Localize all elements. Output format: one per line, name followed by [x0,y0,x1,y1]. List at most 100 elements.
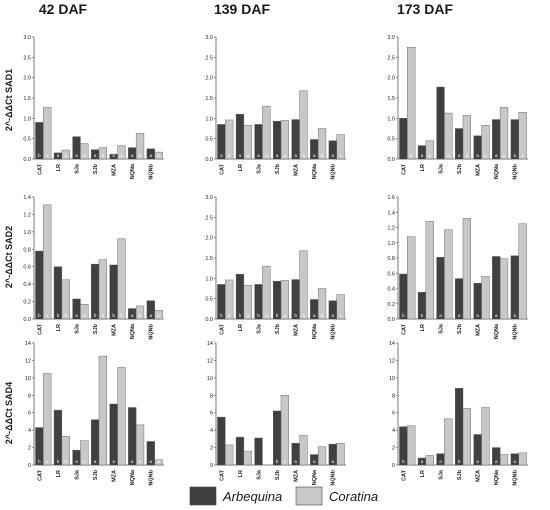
legend-label-arbequina: Arbequina [222,489,282,504]
category-label: SJb [275,163,281,174]
bar-coratina [317,288,327,320]
significance-label: a [276,153,279,158]
bar-coratina [243,450,252,466]
significance-label: c [46,313,49,318]
significance-label: a [428,153,431,158]
bar-coratina [481,407,490,466]
y-tick-label: 6 [210,411,213,417]
y-tick-label: 1.0 [387,241,395,247]
significance-label: a [514,459,517,464]
category-label: NQNb [513,469,519,485]
bar-coratina [225,119,234,160]
significance-label: a [332,153,335,158]
bar-coratina [117,238,126,320]
category-label: MZA [294,164,300,176]
bar-coratina [135,305,145,320]
category-label: SJa [256,323,262,334]
bar-arbequina [146,300,155,320]
bar-coratina [462,115,472,160]
significance-label: a [447,153,450,158]
significance-label: a [75,313,78,318]
significance-label: a [265,153,268,158]
category-label: SJb [93,163,99,174]
significance-label: a [157,459,160,464]
category-label: CAT [37,163,43,175]
y-tick-label: 1.0 [205,276,213,282]
significance-label: a [466,153,469,158]
bar-coratina [299,250,308,320]
significance-label: a [313,459,316,464]
bar-coratina [336,443,345,466]
y-tick-label: 2 [210,446,213,452]
bar-coratina [336,134,345,160]
category-label: SJa [438,163,444,174]
y-tick-label: 0.5 [205,137,213,143]
significance-label: a [495,313,498,318]
bar-coratina [481,125,490,160]
significance-label: a [439,459,442,464]
category-label: SJa [74,163,80,174]
y-tick-label: 0.2 [387,302,395,308]
category-label: MZA [294,324,300,336]
bar-coratina [43,107,52,160]
significance-label: a [246,153,249,158]
category-label: NQNb [149,323,155,339]
category-label: LR [56,470,62,477]
y-tick-label: 6 [28,411,31,417]
category-label: NQNa [130,163,136,179]
y-tick-label: 12 [207,358,213,364]
significance-label: a [228,313,231,318]
y-tick-label: 0.2 [23,300,31,306]
significance-label: b [239,313,242,318]
significance-label: a [239,153,242,158]
y-tick-label: 14 [389,341,395,347]
significance-label: a [150,459,153,464]
bar-arbequina [399,118,408,160]
bar-arbequina [53,409,63,466]
category-label: NQNa [312,163,318,179]
significance-label: b [257,313,260,318]
bar-coratina [262,265,271,320]
y-tick-label: 3.0 [205,35,213,41]
significance-label: a [131,313,134,318]
y-tick-label: 12 [389,358,395,364]
bar-coratina [117,367,126,466]
significance-label: b [139,459,142,464]
bar-coratina [61,436,70,466]
category-label: CAT [37,469,43,481]
category-label: NQNa [312,469,318,485]
bar-coratina [154,151,163,160]
significance-label: a [246,313,249,318]
category-label: SJb [275,469,281,480]
bar-coratina [444,418,453,466]
category-label: LR [238,324,244,331]
category-label: SJa [256,163,262,174]
row-title-2: 2^-ΔΔCt SAD4 [4,382,14,444]
bar-arbequina [35,250,44,320]
significance-label: b [410,153,413,158]
bar-arbequina [254,437,263,466]
significance-label: b [276,459,279,464]
bar-coratina [518,223,527,320]
category-label: MZA [112,324,118,336]
category-label: MZA [476,324,482,336]
bar-arbequina [273,410,282,466]
category-label: NQNb [513,323,519,339]
column-title-2: 173 DAF [397,1,453,17]
significance-label: b [402,313,405,318]
significance-label: a [112,459,115,464]
y-tick-label: 0.8 [23,247,31,253]
significance-label: a [228,153,231,158]
bar-coratina [280,395,290,466]
significance-label: b [64,459,67,464]
category-label: NQNb [331,323,337,339]
bar-coratina [80,143,89,160]
category-label: LR [56,164,62,171]
significance-label: a [421,153,424,158]
bar-coratina [481,276,490,320]
category-label: NQNb [513,163,519,179]
significance-label: b [102,313,105,318]
bar-coratina [154,310,163,320]
significance-label: a [131,153,134,158]
bar-coratina [80,440,89,466]
